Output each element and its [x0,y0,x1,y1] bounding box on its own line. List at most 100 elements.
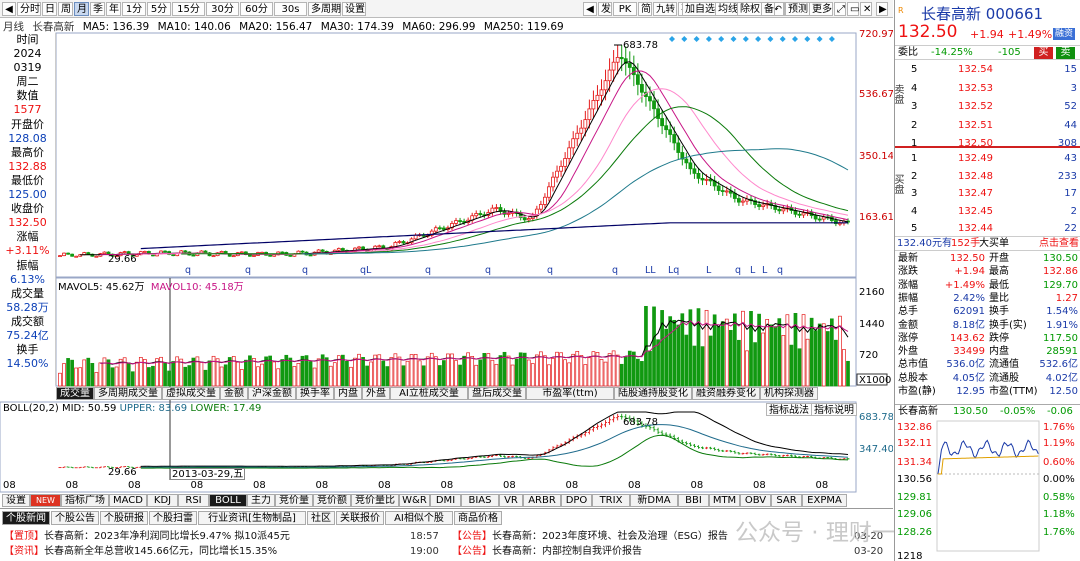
event-diamond-icon[interactable] [804,36,811,42]
period-button-0[interactable]: 分时 [17,2,41,16]
indicator-tab-9[interactable]: 竞价额 [313,494,351,507]
toolbar-back-icon[interactable]: ◀ [2,2,16,16]
volume-tab-7[interactable]: 外盘 [362,387,390,400]
indicator-tab-0[interactable]: 设置 [2,494,30,507]
buy-level[interactable]: 1 132.49 43 [895,152,1080,166]
sell-level[interactable]: 2 132.51 44 [895,119,1080,133]
indicator-tab-23[interactable]: EXPMA [802,494,847,507]
toolbar-right-0[interactable]: 发 [598,2,612,16]
period-button-2[interactable]: 周 [58,2,73,16]
event-diamond-icon[interactable] [767,36,774,42]
news-tab-1[interactable]: 个股公告 [51,511,99,525]
indicator-tab-20[interactable]: MTM [709,494,740,507]
news-tab-7[interactable]: AI相似个股 [385,511,453,525]
news-tab-8[interactable]: 商品价格 [454,511,502,525]
indicator-tab-21[interactable]: OBV [740,494,771,507]
period-button-1[interactable]: 日 [42,2,57,16]
toolbar-right-6[interactable]: 均线 [715,2,741,16]
event-diamond-icon[interactable] [705,36,712,42]
toolbar-right-2[interactable]: 简 [638,2,652,16]
news-item[interactable]: 【资讯】长春高新全年总营收145.66亿元，同比增长15.35% 19:00 [4,544,439,559]
volume-tab-8[interactable]: AI立桩成交量 [390,387,468,400]
buy-level[interactable]: 4 132.45 2 [895,205,1080,219]
indicator-tab-2[interactable]: 指标广场 [61,494,109,507]
toolbar-right-8[interactable]: 备 [761,2,775,16]
volume-tab-0[interactable]: 成交量 [56,387,94,400]
period-button-8[interactable]: 15分 [172,2,205,16]
toolbar-right-1[interactable]: PK [613,2,637,16]
volume-tab-6[interactable]: 内盘 [334,387,362,400]
indicator-tab-15[interactable]: ARBR [523,494,561,507]
indicator-tab-17[interactable]: TRIX [592,494,630,507]
event-diamond-icon[interactable] [816,36,823,42]
sell-level[interactable]: 3 132.52 52 [895,100,1080,114]
indicator-tab-3[interactable]: MACD [109,494,147,507]
indicator-tab-1[interactable]: NEW [30,494,61,507]
collapse-icon[interactable]: ▶ [876,2,888,16]
news-item[interactable]: 【置顶】长春高新：2023年净利润同比增长9.47% 拟10派45元 18:57 [4,529,439,544]
toolbar-right-9[interactable]: 预测 [785,2,811,16]
indicator-tab-22[interactable]: SAR [771,494,802,507]
sell-level[interactable]: 5 132.54 15 [895,63,1080,77]
volume-tab-4[interactable]: 沪深金额 [248,387,296,400]
indicator-tab-11[interactable]: W&R [399,494,430,507]
toolbar-right-5[interactable]: 加自选 [682,2,716,16]
news-tab-0[interactable]: 个股新闻 [2,511,50,525]
volume-tab-2[interactable]: 虚拟成交量 [162,387,220,400]
buy-level[interactable]: 5 132.44 22 [895,222,1080,236]
minimize-icon[interactable]: ▭ [847,2,859,16]
news-tab-6[interactable]: 关联报价 [336,511,384,525]
announcement-item[interactable]: 【公告】长春高新：内部控制自我评价报告 03-20 [452,544,883,559]
toolbar-right-10[interactable]: 更多 [809,2,833,16]
news-tab-2[interactable]: 个股研报 [100,511,148,525]
buy-button[interactable]: 买 [1034,47,1053,59]
indicator-strategy-button[interactable]: 指标战法 [766,403,812,416]
announcement-item[interactable]: 【公告】长春高新：2023年度环境、社会及治理（ESG）报告 03-20 [452,529,883,544]
intraday-mini-chart[interactable]: 132.86 132.11 131.34 130.56 129.81 129.06 128.… [895,419,1080,561]
indicator-help-button[interactable]: 指标说明 [811,403,857,416]
buy-level[interactable]: 3 132.47 17 [895,187,1080,201]
toolbar-right-7[interactable]: 除权 [737,2,763,16]
indicator-tab-6[interactable]: BOLL [209,494,247,507]
event-diamond-icon[interactable] [718,36,725,42]
event-diamond-icon[interactable] [755,36,762,42]
period-button-11[interactable]: 30s [274,2,307,16]
volume-tab-9[interactable]: 盘后成交量 [468,387,526,400]
period-button-5[interactable]: 年 [106,2,121,16]
event-diamond-icon[interactable] [730,36,737,42]
volume-tab-1[interactable]: 多周期成交量 [94,387,162,400]
volume-tab-13[interactable]: 机构探测器 [760,387,818,400]
fullscreen-icon[interactable]: ⤢ [834,2,846,16]
close-icon[interactable]: ✕ [860,2,872,16]
indicator-tab-18[interactable]: 新DMA [630,494,678,507]
event-diamond-icon[interactable] [681,36,688,42]
event-diamond-icon[interactable] [792,36,798,42]
indicator-tab-10[interactable]: 竞价量比 [351,494,399,507]
period-button-3[interactable]: 月 [74,2,89,16]
period-button-12[interactable]: 多周期 [308,2,341,16]
volume-tab-10[interactable]: 市盈率(ttm) [526,387,614,400]
period-button-9[interactable]: 30分 [206,2,239,16]
indicator-tab-16[interactable]: DPO [561,494,592,507]
indicator-tab-12[interactable]: DMI [430,494,461,507]
indicator-tab-8[interactable]: 竞价量 [275,494,313,507]
indicator-tab-14[interactable]: VR [499,494,523,507]
news-tab-5[interactable]: 社区 [307,511,335,525]
volume-tab-12[interactable]: 融资融券变化 [692,387,760,400]
event-diamond-icon[interactable] [828,36,835,42]
sell-level[interactable]: 4 132.53 3 [895,82,1080,96]
volume-tab-11[interactable]: 陆股通持股变化 [614,387,692,400]
nav-left-icon[interactable]: ◀ [583,2,597,16]
event-diamond-icon[interactable] [669,36,675,42]
period-button-6[interactable]: 1分 [122,2,146,16]
sell-button[interactable]: 卖 [1056,47,1075,59]
event-diamond-icon[interactable] [742,36,749,42]
news-tab-4[interactable]: 行业资讯[生物制品] [198,511,306,525]
volume-tab-3[interactable]: 金额 [220,387,248,400]
event-diamond-icon[interactable] [693,36,700,42]
indicator-tab-7[interactable]: 主力 [247,494,275,507]
indicator-tab-5[interactable]: RSI [178,494,209,507]
news-tab-3[interactable]: 个股扫雷 [149,511,197,525]
buy-level[interactable]: 2 132.48 233 [895,170,1080,184]
